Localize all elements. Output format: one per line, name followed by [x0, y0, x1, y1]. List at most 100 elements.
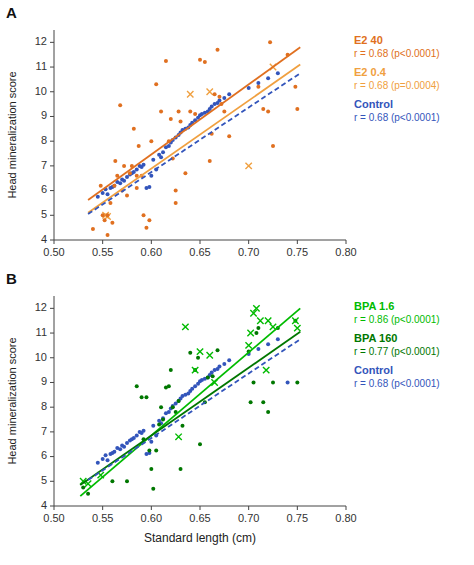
dot-point [86, 492, 90, 496]
dot-point [135, 434, 139, 438]
legend-annotation: r = 0.68 (p<0.0001) [354, 48, 440, 59]
dot-point [196, 356, 200, 360]
dot-point [256, 347, 260, 351]
legend-label: BPA 160 [354, 332, 397, 344]
dot-point [159, 110, 163, 114]
cross-point [197, 348, 203, 354]
dot-point [99, 184, 103, 188]
y-tick [50, 506, 54, 507]
dot-point [276, 71, 280, 75]
dot-point [188, 351, 192, 355]
dot-point [177, 110, 181, 114]
dot-point [256, 81, 260, 85]
dot-point [286, 380, 290, 384]
x-tick [54, 506, 55, 510]
cross-point [187, 91, 193, 97]
dot-point [144, 395, 148, 399]
cross-point [207, 89, 213, 95]
legend-label: BPA 1.6 [354, 300, 394, 312]
y-tick [50, 308, 54, 309]
dot-point [125, 479, 129, 483]
dot-point [112, 450, 116, 454]
dot-point [167, 384, 171, 388]
dot-point [132, 127, 136, 131]
dot-point [266, 410, 270, 414]
dot-point [118, 103, 122, 107]
dot-point [122, 445, 126, 449]
cross-point [182, 324, 188, 330]
dot-point [137, 144, 141, 148]
cross-point [292, 318, 298, 324]
trend-line [88, 339, 300, 480]
panel-title: A [6, 4, 17, 21]
dot-point [208, 159, 212, 163]
dot-point [154, 448, 158, 452]
dot-point [254, 331, 258, 335]
dot-point [256, 85, 260, 89]
x-tick-label: 0.65 [189, 512, 210, 524]
y-tick-label: 12 [35, 35, 47, 47]
dot-point [151, 158, 155, 162]
cross-point [263, 367, 269, 373]
y-tick [50, 357, 54, 358]
dot-point [101, 191, 105, 195]
y-tick [50, 240, 54, 241]
dot-point [167, 144, 171, 148]
dot-point [112, 184, 116, 188]
legend-annotation: r = 0.77 (p<0.0001) [354, 346, 440, 357]
cross-point [245, 342, 251, 348]
x-tick-label: 0.80 [335, 246, 356, 258]
cross-point [265, 318, 271, 324]
dot-point [161, 150, 165, 154]
dot-point [249, 400, 253, 404]
panel: 4567891011120.500.550.600.650.700.750.80… [6, 270, 440, 545]
legend-label: Control [354, 98, 393, 110]
x-tick [346, 506, 347, 510]
y-tick [50, 67, 54, 68]
legend-annotation: r = 0.86 (p<0.0001) [354, 314, 440, 325]
dot-point [247, 86, 251, 90]
dot-point [227, 358, 231, 362]
dot-point [261, 400, 265, 404]
dot-point [110, 479, 114, 483]
dot-point [268, 40, 272, 44]
x-tick [102, 506, 103, 510]
legend-annotation: r = 0.68 (p=0.0004) [354, 80, 440, 91]
dot-point [227, 134, 231, 138]
chart-svg: 4567891011120.500.550.600.650.700.750.80… [0, 0, 474, 565]
trend-line [80, 308, 300, 496]
dot-point [96, 461, 100, 465]
dot-point [125, 194, 129, 198]
cross-point [247, 330, 253, 336]
data-area [80, 305, 301, 496]
x-tick [346, 240, 347, 244]
dot-point [295, 107, 299, 111]
x-tick-label: 0.75 [287, 246, 308, 258]
dot-point [122, 179, 126, 183]
dot-point [266, 110, 270, 114]
dot-point [159, 155, 163, 159]
dot-point [106, 458, 110, 462]
dot-point [147, 218, 151, 222]
dot-point [222, 362, 226, 366]
cross-point [253, 305, 259, 311]
x-tick-label: 0.80 [335, 512, 356, 524]
dot-point [174, 189, 178, 193]
y-tick-label: 6 [41, 183, 47, 195]
x-tick-label: 0.50 [43, 246, 64, 258]
dot-point [149, 467, 153, 471]
dot-point [177, 399, 181, 403]
dot-point [271, 380, 275, 384]
x-tick-label: 0.70 [238, 512, 259, 524]
dot-point [106, 213, 110, 217]
x-tick-label: 0.55 [92, 246, 113, 258]
y-axis-line [54, 296, 55, 506]
x-tick [297, 240, 298, 244]
series-points [81, 319, 299, 496]
dot-point [276, 337, 280, 341]
dot-point [216, 48, 220, 52]
background [0, 0, 474, 565]
dot-point [177, 399, 181, 403]
trend-line [88, 65, 300, 213]
dot-point [295, 380, 299, 384]
